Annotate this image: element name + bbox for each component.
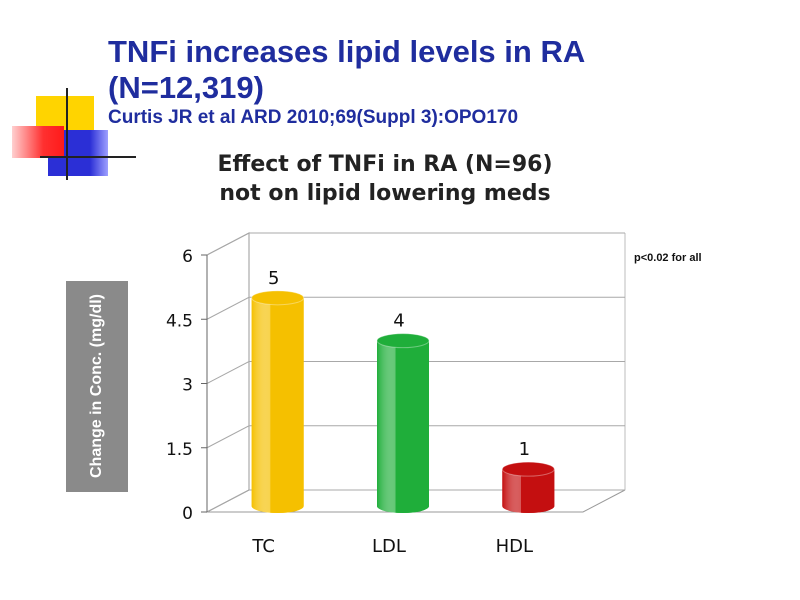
chart-title-line1: Effect of TNFi in RA (N=96) — [217, 152, 553, 177]
gridline — [206, 361, 625, 384]
bar-hdl — [501, 461, 555, 513]
gridline — [206, 232, 625, 256]
y-tick-label: 4.5 — [166, 311, 193, 331]
data-label: 4 — [393, 311, 404, 332]
slide-title-line2: (N=12,319) — [108, 70, 264, 105]
bar-shading — [251, 297, 304, 513]
deco-horizontal-line — [40, 156, 136, 158]
y-tick-label: 0 — [182, 504, 193, 524]
y-tick-label: 6 — [182, 247, 193, 267]
data-label: 1 — [519, 439, 530, 460]
y-axis-label-box — [66, 281, 128, 492]
x-tick-label: HDL — [496, 536, 533, 557]
deco-vertical-line — [66, 88, 68, 180]
bar-tc — [251, 290, 305, 513]
bar-top — [376, 333, 430, 349]
bar-shading — [377, 340, 429, 513]
x-tick-label: LDL — [372, 536, 406, 557]
gridline — [206, 425, 625, 449]
y-tick-label: 3 — [182, 376, 193, 396]
chart-title: Effect of TNFi in RA (N=96) not on lipid… — [150, 150, 620, 208]
bar-shading — [502, 469, 555, 513]
bar-top — [251, 290, 305, 306]
slide-citation: Curtis JR et al ARD 2010;69(Suppl 3):OPO… — [108, 107, 519, 128]
deco-red-square — [12, 126, 64, 158]
y-tick-label: 1.5 — [166, 440, 193, 460]
chart-title-line2: not on lipid lowering meds — [219, 181, 551, 206]
slide-title-line1: TNFi increases lipid levels in RA — [108, 34, 586, 69]
slide-title: TNFi increases lipid levels in RA (N=12,… — [108, 34, 788, 106]
bar-top — [501, 461, 555, 477]
data-label: 5 — [268, 268, 279, 289]
p-value-note: p<0.02 for all — [634, 252, 702, 264]
gridline — [206, 489, 625, 513]
gridline — [206, 296, 625, 320]
x-tick-label: TC — [251, 536, 275, 557]
bar-ldl — [376, 333, 430, 513]
